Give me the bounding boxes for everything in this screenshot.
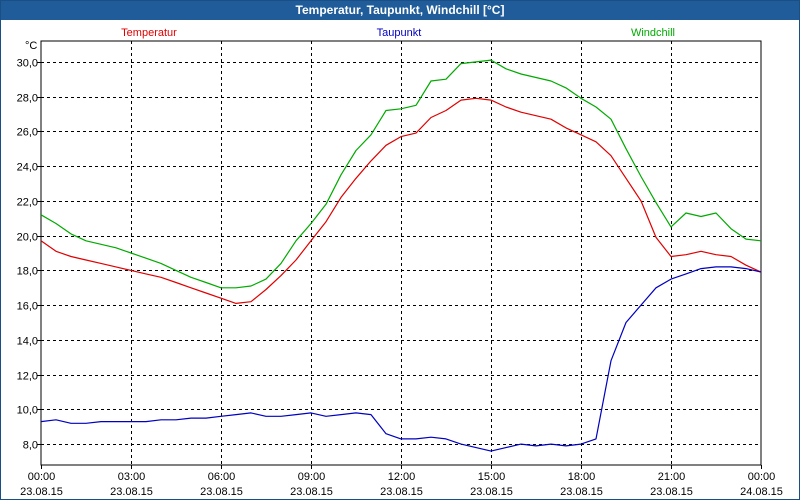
x-tick-time-label: 18:00 bbox=[568, 471, 596, 483]
x-tick-date-label: 23.08.15 bbox=[20, 486, 63, 498]
legend-taupunkt: Taupunkt bbox=[377, 27, 422, 39]
series-line-taupunkt bbox=[40, 266, 762, 452]
x-tick-date-label: 24.08.15 bbox=[740, 486, 783, 498]
y-tick-label: 16,0 bbox=[17, 301, 38, 313]
y-axis-ticks: 8,0 10,0 12,0 14,0 16,0 18,0 20,0 22,0 24,0 26,0 2… bbox=[17, 58, 41, 452]
x-tick-time-label: 06:00 bbox=[208, 471, 236, 483]
x-tick-date-label: 23.08.15 bbox=[470, 486, 513, 498]
legend-windchill: Windchill bbox=[631, 27, 675, 39]
x-tick-time-label: 00:00 bbox=[28, 471, 56, 483]
legend-temperatur: Temperatur bbox=[121, 27, 177, 39]
y-tick-label: 18,0 bbox=[17, 266, 38, 278]
y-tick-label: 12,0 bbox=[17, 371, 38, 383]
x-tick-time-label: 21:00 bbox=[658, 471, 686, 483]
x-tick-date-label: 23.08.15 bbox=[290, 486, 333, 498]
x-tick-time-label: 15:00 bbox=[478, 471, 506, 483]
x-tick-date-label: 23.08.15 bbox=[560, 486, 603, 498]
x-tick-time-label: 00:00 bbox=[748, 471, 776, 483]
x-tick-date-label: 23.08.15 bbox=[650, 486, 693, 498]
series-lines bbox=[40, 59, 762, 452]
y-tick-label: 22,0 bbox=[17, 197, 38, 209]
x-tick-time-label: 03:00 bbox=[118, 471, 146, 483]
window-title-bar: Temperatur, Taupunkt, Windchill [°C] bbox=[1, 1, 799, 20]
x-tick-date-label: 23.08.15 bbox=[380, 486, 423, 498]
y-tick-label: 20,0 bbox=[17, 232, 38, 244]
x-tick-date-label: 23.08.15 bbox=[110, 486, 153, 498]
x-tick-date-label: 23.08.15 bbox=[200, 486, 243, 498]
y-tick-label: 8,0 bbox=[23, 440, 38, 452]
x-tick-time-label: 09:00 bbox=[298, 471, 326, 483]
y-tick-label: 10,0 bbox=[17, 405, 38, 417]
x-tick-time-label: 12:00 bbox=[388, 471, 416, 483]
y-tick-label: 26,0 bbox=[17, 127, 38, 139]
series-line-temperatur bbox=[40, 97, 762, 304]
x-axis-ticks: 00:00 23.08.15 03:00 23.08.15 06:00 23.08.15 0… bbox=[20, 465, 783, 498]
series-line-windchill bbox=[40, 59, 762, 289]
y-tick-label: 30,0 bbox=[17, 58, 38, 70]
y-tick-label: 24,0 bbox=[17, 162, 38, 174]
y-axis-unit-label: °C bbox=[25, 40, 37, 52]
y-tick-label: 28,0 bbox=[17, 93, 38, 105]
y-tick-label: 14,0 bbox=[17, 336, 38, 348]
